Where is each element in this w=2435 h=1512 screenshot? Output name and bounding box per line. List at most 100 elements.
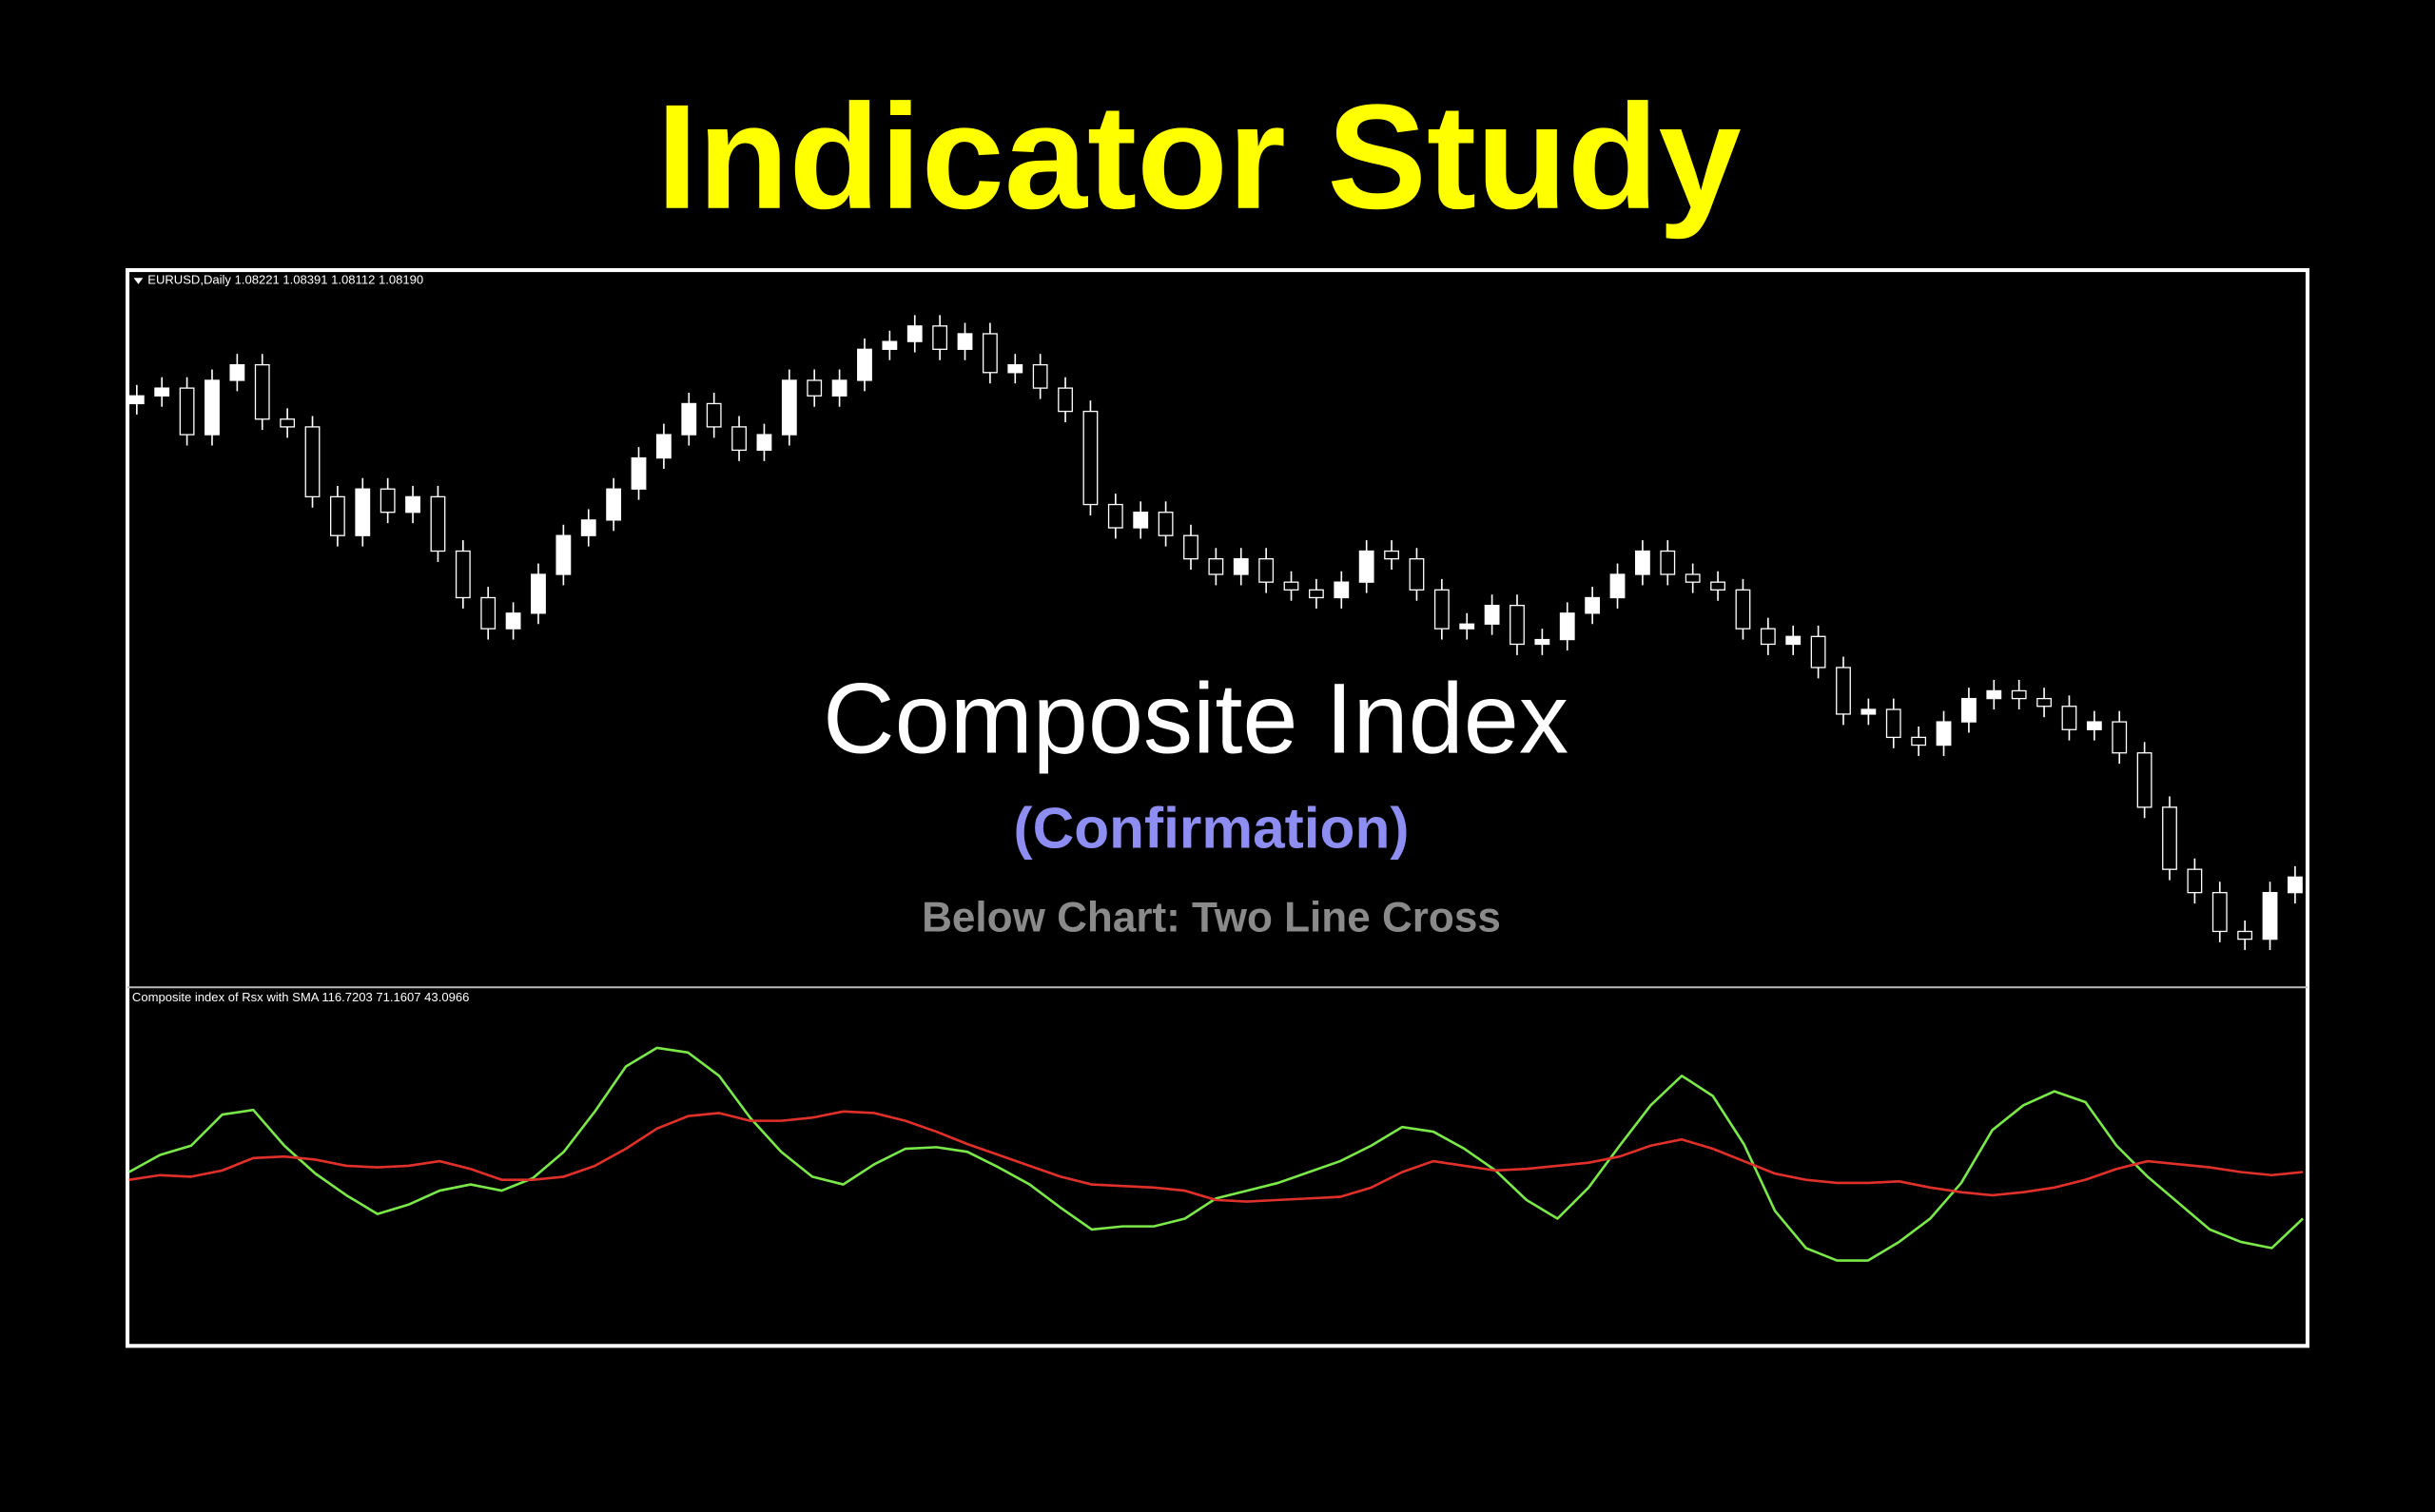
menu-arrow [133,278,144,284]
candle-body [2086,721,2102,730]
candle-body [1233,558,1249,575]
candle-body [1760,628,1776,646]
candle-body [2136,752,2153,808]
candle-body [1183,534,1198,560]
candle-body [756,434,772,452]
candle-body [1911,736,1927,746]
candle-body [531,573,546,614]
candle-body [1986,689,2002,700]
candle-body [1384,550,1399,560]
candle-body [1484,605,1500,625]
indicator-line [128,1046,2304,1262]
candle-body [1710,581,1725,591]
candle-body [355,488,371,536]
candle-body [1785,635,1802,646]
candle-body [2187,868,2203,894]
candle-body [505,612,521,630]
candle-body [1283,581,1299,591]
candle-body [380,488,396,514]
candle-body [982,333,998,374]
candle-body [1133,512,1149,529]
candle-body [2036,697,2052,708]
candle-body [807,379,823,397]
candle-body [1082,410,1099,506]
candle-body [480,596,497,630]
candle-body [1836,667,1851,715]
candle-body [1585,596,1601,614]
candle-body [405,495,420,514]
candle-body [1735,589,1751,630]
indicator-header: Composite index of Rsx with SMA 116.7203… [132,990,469,1004]
marks [128,315,2304,1262]
candle-body [2237,930,2253,940]
candle-body [1685,573,1701,583]
candle-body [1609,573,1626,599]
candle-body [2211,892,2228,933]
candle-body [304,426,321,498]
candle-body [430,495,446,552]
candle-body [1107,503,1123,529]
candle-body [2112,721,2128,754]
candle-body [1334,581,1350,599]
candle-body [1885,708,1901,739]
candle-body [2162,806,2177,870]
candle-body [631,456,647,490]
candle-body [1258,558,1275,583]
candle-body [205,379,220,436]
candle-body [455,550,471,599]
candle-body [1208,558,1224,575]
candle-body [2061,706,2077,730]
chart-frame [125,268,2310,1348]
price-header: EURUSD,Daily 1.08221 1.08391 1.08112 1.0… [147,273,423,287]
candle-body [831,379,847,397]
candle-body [1158,512,1174,536]
indicator-line [128,1110,2304,1203]
candle-body [932,325,948,350]
overlay-subheading: (Confirmation) [1013,795,1409,860]
candle-body [906,325,923,342]
candle-body [1358,550,1374,583]
candle-body [179,387,195,436]
candle-body [280,418,296,428]
candle-body [1660,550,1676,575]
candle-body [957,333,973,350]
candle-body [229,363,245,381]
candle-body [857,348,872,381]
candle-body [1635,550,1650,575]
candle-body [2011,689,2027,700]
candle-body [1433,589,1450,630]
candle-body [1459,623,1475,630]
candle-body [655,434,672,459]
candle-body [555,534,572,575]
overlay-note: Below Chart: Two Line Cross [922,894,1501,940]
slide-title: Indicator Study [656,74,1742,241]
candle-body [1032,363,1048,389]
candle-body [2262,892,2278,940]
candle-body [731,426,747,452]
candle-body [329,495,345,536]
candle-body [128,395,145,405]
candle-body [1510,605,1525,646]
candle-body [154,387,170,397]
candle-body [254,363,270,420]
overlay-heading: Composite Index [823,664,1568,775]
candle-body [1409,558,1425,591]
candle-body [681,402,697,436]
candle-body [606,488,622,521]
candle-body [580,519,596,536]
candle-body [1559,612,1575,641]
candle-body [706,402,722,428]
candle-body [2288,876,2303,894]
candle-body [1810,635,1826,669]
candle-body [1534,638,1550,646]
candle-body [1936,721,1952,746]
candle-body [1058,387,1073,413]
candle-body [1308,589,1324,599]
candle-body [1860,708,1877,715]
candle-body [1007,363,1023,374]
candle-body [882,340,898,350]
candle-body [781,379,797,436]
candle-body [1961,697,1977,723]
